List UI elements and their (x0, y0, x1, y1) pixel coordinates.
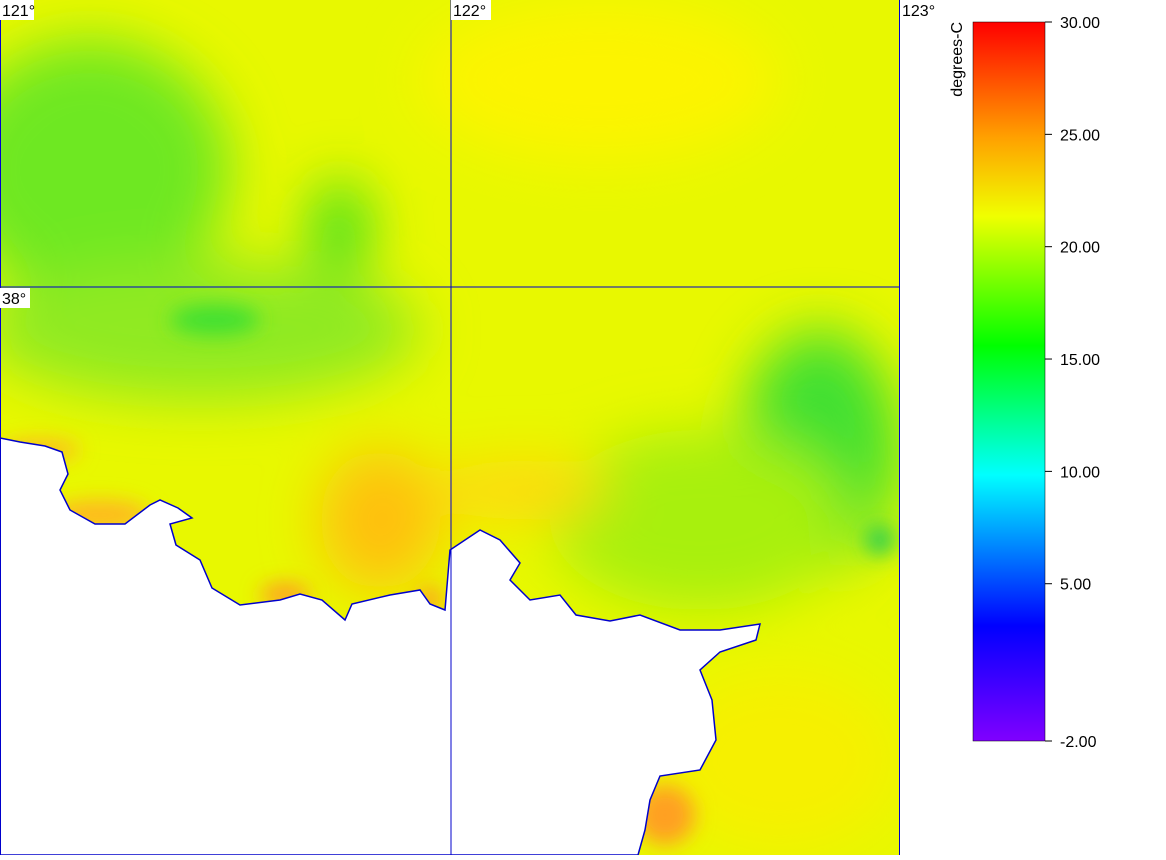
land (0, 437, 762, 855)
tick-label: 20.00 (1060, 240, 1100, 257)
label-bg (451, 0, 491, 20)
tick-label: 30.00 (1060, 15, 1100, 32)
label-bg (0, 0, 34, 20)
label-bg (0, 288, 30, 308)
tick-label: -2.00 (1060, 734, 1097, 751)
sst-field (0, 0, 900, 855)
grid-labels: 121° 122° 123° 38° (0, 0, 942, 308)
colorbar-ticks: 30.00 25.00 20.00 15.00 10.00 5.00 -2.00 (1045, 15, 1100, 751)
lon-label: 123° (902, 3, 935, 20)
label-bg (900, 0, 942, 20)
tick-label: 15.00 (1060, 352, 1100, 369)
lat-label: 38° (2, 291, 26, 308)
lon-label: 121° (2, 3, 35, 20)
lon-label: 122° (453, 3, 486, 20)
tick-label: 10.00 (1060, 464, 1100, 481)
tick-label: 5.00 (1060, 577, 1091, 594)
colorbar-title: degrees-C (949, 22, 966, 97)
colorbar (972, 21, 1046, 742)
tick-label: 25.00 (1060, 127, 1100, 144)
